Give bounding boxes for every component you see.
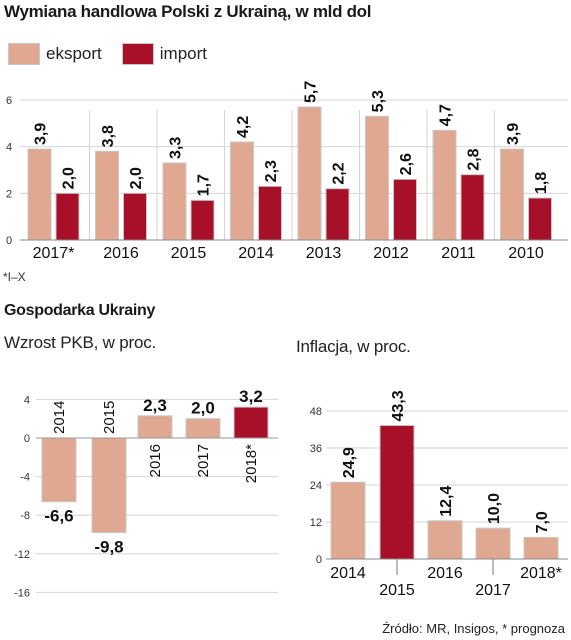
bar-gdp bbox=[185, 418, 221, 439]
legend: eksport import bbox=[8, 43, 227, 65]
x-tick-label-inflation: 2014 bbox=[330, 565, 366, 582]
bar-inflation bbox=[427, 520, 463, 560]
chart3-ytick: 12 bbox=[310, 517, 322, 529]
legend-swatch-export bbox=[8, 43, 40, 65]
bar-export bbox=[432, 129, 457, 241]
x-tick-label: 2016 bbox=[103, 245, 139, 262]
data-label-import: 2,6 bbox=[398, 153, 415, 175]
data-label-inflation: 7,0 bbox=[534, 511, 551, 533]
legend-swatch-import bbox=[121, 43, 154, 65]
data-label-export: 3,9 bbox=[33, 123, 50, 145]
inflation-chart-title: Inflacja, w proc. bbox=[296, 337, 411, 356]
data-label-export: 3,3 bbox=[168, 137, 185, 159]
chart1-ytick: 4 bbox=[6, 142, 12, 154]
x-tick-label-gdp: 2014 bbox=[51, 401, 68, 434]
bar-import bbox=[123, 192, 147, 241]
chart2-ytick: 0 bbox=[24, 433, 30, 445]
chart3-ytick: 24 bbox=[310, 480, 322, 492]
x-tick-label-inflation: 2018* bbox=[520, 565, 562, 582]
x-tick-label-gdp: 2017 bbox=[195, 444, 212, 477]
bar-import bbox=[258, 185, 282, 241]
chart3-ytick: 36 bbox=[310, 443, 322, 455]
data-label-gdp: 2,3 bbox=[143, 396, 167, 415]
legend-label-export: eksport bbox=[46, 44, 102, 63]
bar-export bbox=[230, 141, 254, 241]
x-tick-label: 2011 bbox=[441, 245, 476, 262]
x-tick-label: 2014 bbox=[238, 245, 274, 262]
data-label-export: 3,9 bbox=[505, 123, 522, 145]
source-note: Źródło: MR, Insigos, * prognoza bbox=[382, 621, 565, 636]
data-label-gdp: 3,2 bbox=[239, 387, 263, 406]
data-label-inflation: 10,0 bbox=[486, 493, 503, 524]
chart2-ytick: 4 bbox=[24, 394, 30, 406]
x-tick-label-inflation: 2017 bbox=[475, 582, 511, 599]
legend-label-import: import bbox=[159, 44, 207, 63]
chart2-ytick: -12 bbox=[14, 549, 30, 561]
data-label-import: 1,7 bbox=[196, 174, 213, 196]
bar-export bbox=[500, 148, 524, 241]
bar-inflation bbox=[475, 527, 511, 560]
data-label-import: 2,8 bbox=[466, 148, 483, 170]
bar-export bbox=[297, 106, 322, 241]
data-label-export: 4,7 bbox=[438, 104, 455, 126]
data-label-import: 2,2 bbox=[331, 162, 348, 184]
x-tick-label: 2015 bbox=[171, 245, 207, 262]
data-label-export: 5,7 bbox=[303, 81, 320, 103]
data-label-import: 1,8 bbox=[533, 172, 550, 194]
bar-import bbox=[460, 174, 485, 241]
bar-inflation bbox=[379, 424, 415, 560]
bar-import bbox=[325, 188, 350, 241]
bar-gdp bbox=[233, 406, 269, 439]
chart2-ytick: -16 bbox=[14, 587, 30, 599]
legend-item-import: import bbox=[121, 43, 207, 65]
bar-export bbox=[162, 162, 187, 241]
x-tick-label: 2013 bbox=[306, 245, 342, 262]
data-label-gdp: -9,8 bbox=[94, 538, 123, 557]
bar-gdp bbox=[41, 437, 77, 503]
data-label-import: 2,0 bbox=[61, 167, 78, 189]
bar-import bbox=[190, 199, 215, 241]
bar-gdp bbox=[91, 437, 127, 534]
bar-inflation bbox=[523, 536, 559, 560]
footnote: *I–X bbox=[3, 270, 26, 284]
data-label-export: 5,3 bbox=[370, 90, 387, 112]
data-label-inflation: 12,4 bbox=[438, 486, 455, 517]
data-label-inflation: 24,9 bbox=[341, 447, 358, 478]
chart1-ytick: 2 bbox=[6, 188, 12, 200]
data-label-export: 3,8 bbox=[100, 125, 117, 147]
legend-item-export: eksport bbox=[8, 43, 102, 65]
x-tick-label: 2012 bbox=[373, 245, 409, 262]
data-label-import: 2,3 bbox=[263, 160, 280, 182]
data-label-gdp: 2,0 bbox=[191, 399, 215, 418]
chart3-ytick: 48 bbox=[310, 406, 322, 418]
x-tick-label: 2017* bbox=[33, 245, 75, 262]
bar-gdp bbox=[137, 415, 173, 439]
bar-export bbox=[365, 115, 389, 241]
chart3-ytick: 0 bbox=[316, 554, 322, 566]
chart1-ytick: 6 bbox=[6, 95, 12, 107]
bar-export bbox=[95, 150, 119, 241]
x-tick-label-gdp: 2015 bbox=[101, 401, 118, 434]
x-tick-label-gdp: 2016 bbox=[147, 444, 164, 477]
x-tick-label: 2010 bbox=[508, 245, 544, 262]
chart1-ytick: 0 bbox=[6, 235, 12, 247]
x-tick-label-gdp: 2018* bbox=[243, 444, 260, 483]
gdp-chart-title: Wzrost PKB, w proc. bbox=[4, 333, 157, 352]
data-label-gdp: -6,6 bbox=[44, 507, 73, 526]
bar-import bbox=[528, 197, 552, 241]
x-tick-label-inflation: 2016 bbox=[427, 565, 463, 582]
data-label-inflation: 43,3 bbox=[390, 390, 407, 421]
bar-import bbox=[393, 178, 417, 241]
data-label-import: 2,0 bbox=[128, 167, 145, 189]
data-label-export: 4,2 bbox=[235, 116, 252, 138]
chart-title: Wymiana handlowa Polski z Ukrainą, w mld… bbox=[4, 2, 372, 21]
bar-export bbox=[27, 148, 52, 241]
bar-inflation bbox=[330, 481, 366, 560]
section-title: Gospodarka Ukrainy bbox=[4, 302, 156, 319]
chart2-ytick: -8 bbox=[20, 510, 30, 522]
x-tick-label-inflation: 2015 bbox=[379, 582, 415, 599]
chart2-ytick: -4 bbox=[20, 472, 30, 484]
bar-import bbox=[55, 192, 80, 241]
